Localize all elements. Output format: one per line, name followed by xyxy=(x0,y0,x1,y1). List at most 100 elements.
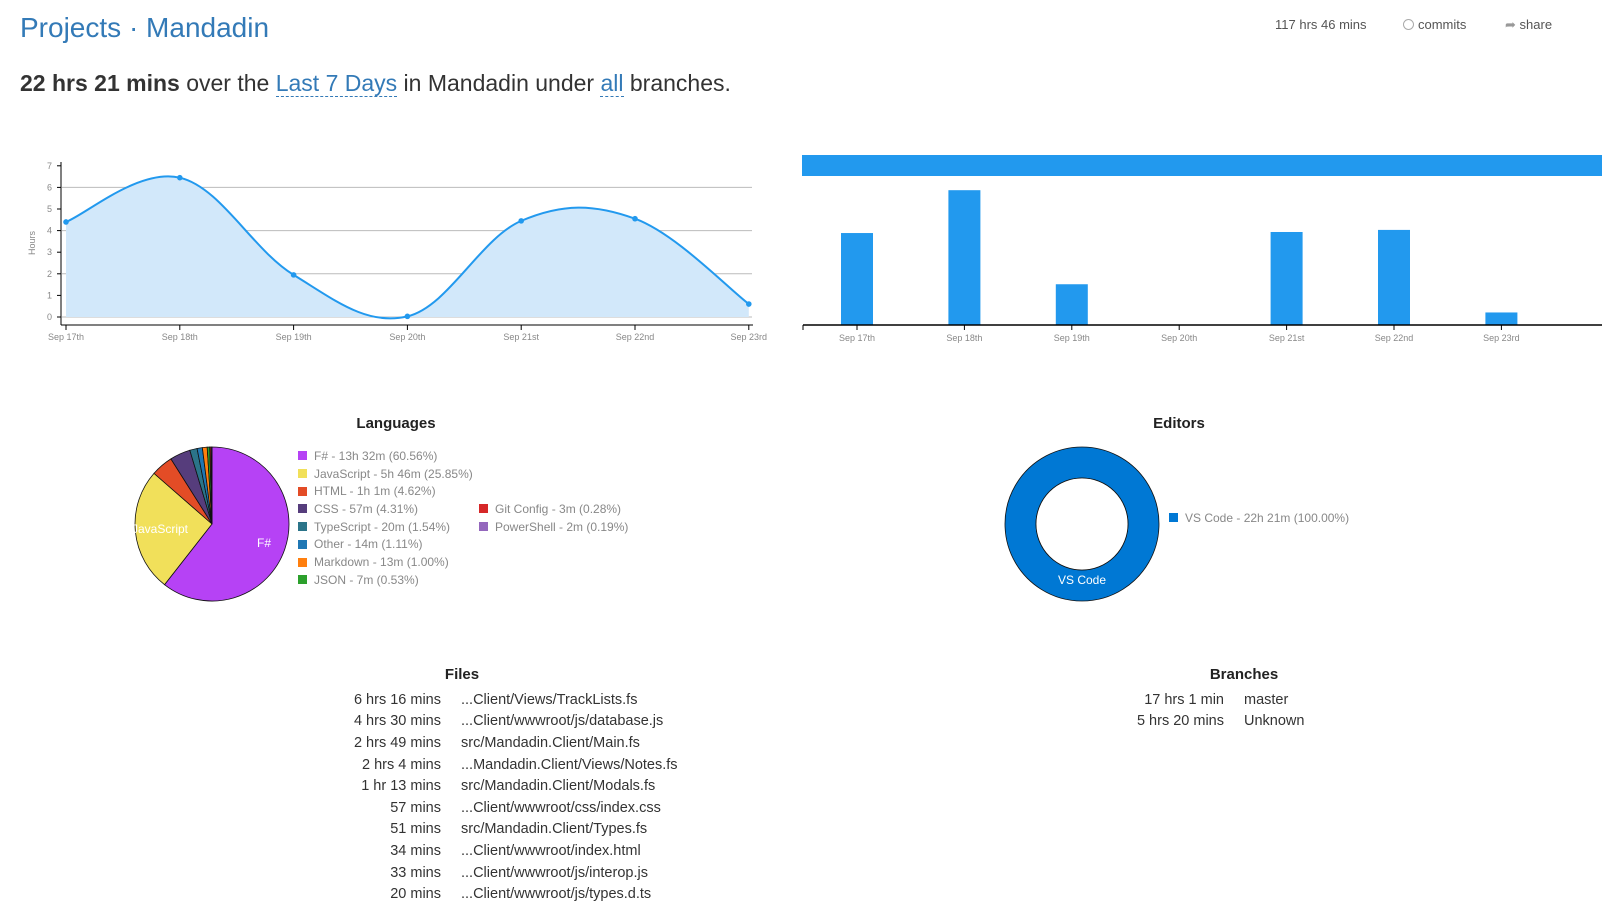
x-tick-label: Sep 19th xyxy=(276,332,312,342)
legend-item: Other - 14m (1.11%) xyxy=(298,536,422,554)
summary-text: over the xyxy=(186,70,270,96)
file-path: ...Client/wwwroot/js/database.js xyxy=(461,713,664,730)
branch-name: Unknown xyxy=(1244,713,1305,730)
time-spent: 33 mins xyxy=(390,864,441,881)
y-tick-label: 7 xyxy=(47,161,52,171)
summary-text: branches. xyxy=(629,70,731,96)
time-spent: 4 hrs 30 mins xyxy=(353,713,441,730)
x-tick-label: Sep 17th xyxy=(48,332,84,342)
x-tick-label: Sep 21st xyxy=(1269,333,1305,343)
total-time: 117 hrs 46 mins xyxy=(1275,17,1367,32)
list-item: 5 hrs 20 mins Unknown xyxy=(1100,711,1305,733)
y-tick-label: 4 xyxy=(47,226,52,236)
legend-item: F# - 13h 32m (60.56%) xyxy=(298,447,437,465)
x-tick-label: Sep 22nd xyxy=(616,332,655,342)
y-tick-label: 0 xyxy=(47,312,52,322)
list-item: 2 hrs 49 mins src/Mandadin.Client/Main.fs xyxy=(300,732,678,754)
x-tick-label: Sep 18th xyxy=(162,332,198,342)
legend-swatch xyxy=(298,469,307,479)
legend-label: HTML - 1h 1m (4.62%) xyxy=(314,484,436,499)
bar xyxy=(1378,229,1410,325)
legend-swatch xyxy=(298,557,307,567)
time-spent: 2 hrs 4 mins xyxy=(362,756,441,773)
file-path: ...Mandadin.Client/Views/Notes.fs xyxy=(461,756,678,773)
list-item: 17 hrs 1 min master xyxy=(1100,689,1304,711)
data-point xyxy=(404,313,411,320)
y-tick-label: 3 xyxy=(47,247,52,257)
editors-legend-item: VS Code - 22h 21m (100.00%) xyxy=(1169,509,1349,527)
legend-swatch xyxy=(298,575,307,585)
legend-swatch xyxy=(298,486,307,496)
data-point xyxy=(632,215,638,222)
data-point xyxy=(518,218,524,224)
legend-label: Other - 14m (1.11%) xyxy=(314,537,423,552)
languages-title: Languages xyxy=(356,415,436,432)
legend-item: JSON - 7m (0.53%) xyxy=(298,571,419,589)
bar xyxy=(1270,231,1303,325)
summary-duration: 22 hrs 21 mins xyxy=(20,70,180,96)
time-spent: 17 hrs 1 min xyxy=(1144,691,1224,708)
legend-swatch xyxy=(479,522,488,532)
file-path: src/Mandadin.Client/Main.fs xyxy=(461,734,640,751)
summary-text: under xyxy=(535,70,595,96)
branch-selector[interactable]: all xyxy=(600,70,624,97)
y-tick-label: 1 xyxy=(47,290,52,300)
legend-swatch xyxy=(298,522,307,532)
time-spent: 6 hrs 16 mins xyxy=(353,691,441,708)
y-tick-label: 6 xyxy=(47,182,52,192)
slice-label: F# xyxy=(257,536,271,550)
legend-label: PowerShell - 2m (0.19%) xyxy=(495,519,629,534)
legend-swatch xyxy=(298,539,307,549)
time-spent: 51 mins xyxy=(390,821,441,838)
legend-item: TypeScript - 20m (1.54%) xyxy=(298,518,450,536)
activity-line-chart: 0 1 2 3 4 5 6 7 Hours Sep 17th Sep 18th Sep 19th Sep… xyxy=(27,161,768,342)
bar-chart-header-band xyxy=(802,155,1602,176)
data-point xyxy=(177,174,183,181)
project-name-link[interactable]: Mandadin xyxy=(146,12,270,43)
time-spent: 57 mins xyxy=(390,799,441,816)
donut-hole xyxy=(1035,477,1129,571)
legend-swatch xyxy=(298,451,307,461)
list-item: 51 mins src/Mandadin.Client/Types.fs xyxy=(300,819,678,841)
commits-link[interactable]: commits xyxy=(1403,17,1466,32)
file-path: ...Client/Views/TrackLists.fs xyxy=(461,691,638,708)
legend-item: Markdown - 13m (1.00%) xyxy=(298,553,449,571)
time-spent: 1 hr 13 mins xyxy=(361,778,441,795)
list-item: 4 hrs 30 mins ...Client/wwwroot/js/databa… xyxy=(300,711,678,733)
languages-pie-chart: F# JavaScript xyxy=(132,446,290,602)
legend-item: PowerShell - 2m (0.19%) xyxy=(479,518,628,536)
list-item: 57 mins ...Client/wwwroot/css/index.css xyxy=(300,797,678,819)
bar xyxy=(841,233,873,325)
slice-label: VS Code xyxy=(1058,573,1106,587)
time-spent: 5 hrs 20 mins xyxy=(1136,713,1224,730)
pie-slice xyxy=(163,446,290,602)
projects-link[interactable]: Projects xyxy=(20,12,122,43)
share-link[interactable]: ➦ share xyxy=(1505,17,1552,33)
editors-donut-chart: VS Code xyxy=(1004,446,1160,602)
file-path: src/Mandadin.Client/Modals.fs xyxy=(461,778,656,795)
legend-label: Markdown - 13m (1.00%) xyxy=(314,555,449,570)
file-path: src/Mandadin.Client/Types.fs xyxy=(461,821,648,838)
x-tick-label: Sep 20th xyxy=(1161,333,1197,343)
x-tick-label: Sep 19th xyxy=(1054,333,1090,343)
branch-name: master xyxy=(1244,691,1289,708)
x-tick-label: Sep 20th xyxy=(389,332,425,342)
area-fill xyxy=(66,176,749,319)
summary-text: in xyxy=(403,70,422,96)
branches-list: 17 hrs 1 min master 5 hrs 20 mins Unknown xyxy=(1100,689,1305,733)
range-selector[interactable]: Last 7 Days xyxy=(275,70,398,97)
legend-swatch xyxy=(479,504,488,514)
legend-item: CSS - 57m (4.31%) xyxy=(298,500,418,518)
data-point xyxy=(63,219,69,225)
activity-bar-chart: Sep 17th Sep 18th Sep 19th Sep 20th Sep 21st… xyxy=(802,155,1602,343)
files-title: Files xyxy=(444,666,480,683)
slice-label: JavaScript xyxy=(132,522,189,536)
x-tick-label: Sep 23rd xyxy=(731,332,768,342)
branches-title: Branches xyxy=(1209,666,1279,683)
file-path: ...Client/wwwroot/index.html xyxy=(461,842,641,859)
x-tick-label: Sep 23rd xyxy=(1483,333,1520,343)
list-item: 6 hrs 16 mins ...Client/Views/TrackLists.… xyxy=(300,689,678,711)
commits-icon xyxy=(1403,19,1414,30)
time-spent: 34 mins xyxy=(390,842,441,859)
legend-item: Git Config - 3m (0.28%) xyxy=(479,500,621,518)
